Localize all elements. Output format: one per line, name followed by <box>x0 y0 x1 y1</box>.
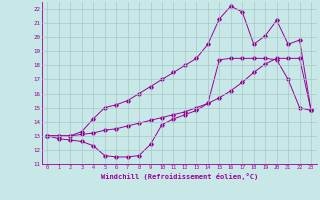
X-axis label: Windchill (Refroidissement éolien,°C): Windchill (Refroidissement éolien,°C) <box>100 173 258 180</box>
